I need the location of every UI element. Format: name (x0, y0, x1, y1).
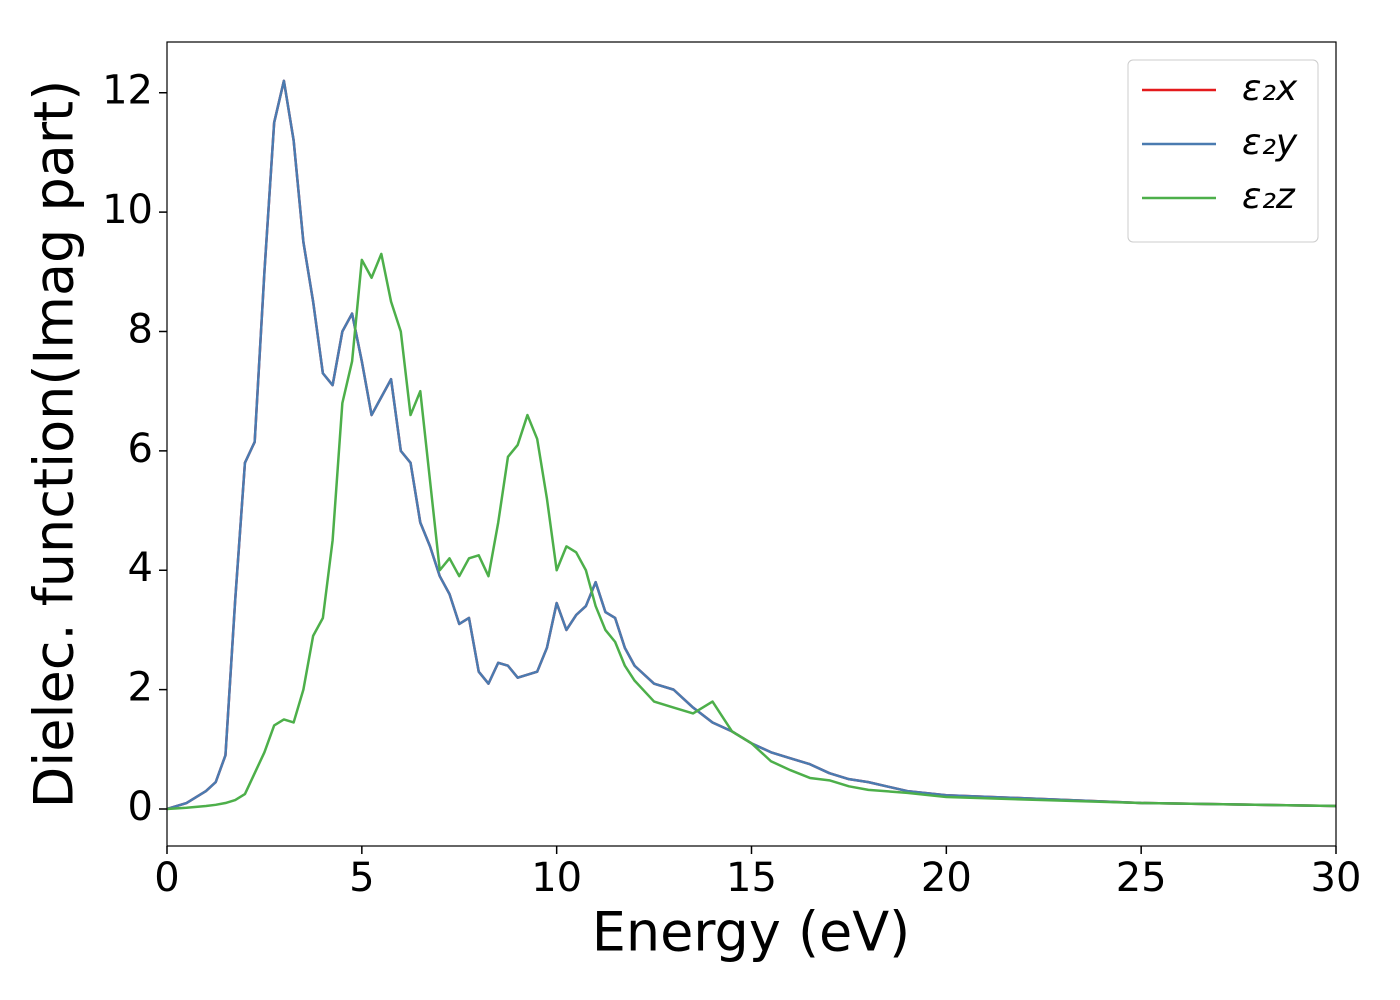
x-tick-label: 15 (726, 855, 777, 901)
x-tick-label: 25 (1116, 855, 1167, 901)
y-axis-label: Dielec. function(Imag part) (23, 80, 86, 809)
line-series (166, 79, 1337, 811)
y-tick-label: 6 (128, 426, 153, 472)
x-axis-label: Energy (eV) (592, 901, 911, 964)
legend-label: ε₂z (1242, 176, 1296, 217)
y-tick-label: 10 (102, 187, 153, 233)
y-tick-label: 8 (128, 306, 153, 352)
y-tick-label: 0 (128, 784, 153, 830)
line-series (166, 252, 1337, 811)
x-tick-label: 5 (349, 855, 374, 901)
y-tick-label: 2 (128, 665, 153, 711)
x-tick-label: 30 (1311, 855, 1362, 901)
plot-frame (166, 41, 1337, 847)
x-tick-label: 10 (531, 855, 582, 901)
x-tick-label: 0 (154, 855, 179, 901)
y-tick-label: 4 (128, 545, 153, 591)
legend-label: ε₂y (1242, 122, 1298, 163)
legend-box (1127, 59, 1319, 243)
x-tick-label: 20 (921, 855, 972, 901)
legend-label: ε₂x (1242, 68, 1298, 109)
y-tick-label: 12 (102, 68, 153, 114)
